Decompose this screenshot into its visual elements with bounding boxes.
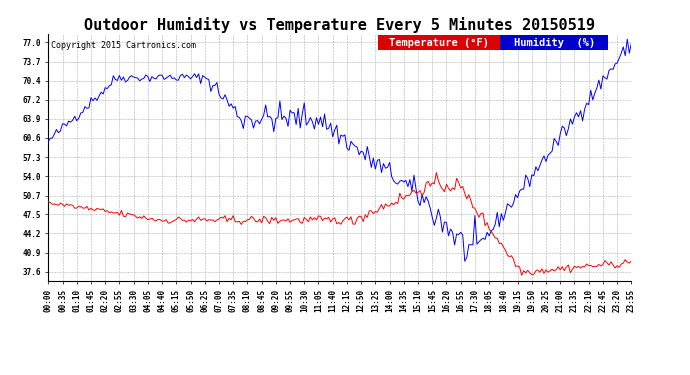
FancyBboxPatch shape [500,36,608,50]
Title: Outdoor Humidity vs Temperature Every 5 Minutes 20150519: Outdoor Humidity vs Temperature Every 5 … [84,16,595,33]
FancyBboxPatch shape [377,36,500,50]
Text: Copyright 2015 Cartronics.com: Copyright 2015 Cartronics.com [51,41,196,50]
Text: Humidity  (%): Humidity (%) [514,38,595,48]
Text: Temperature (°F): Temperature (°F) [389,38,489,48]
